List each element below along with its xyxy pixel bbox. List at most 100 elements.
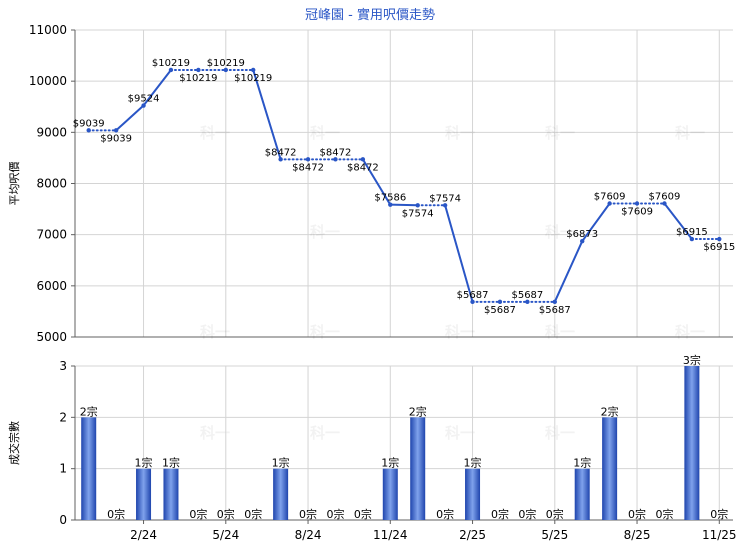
price-line-segment xyxy=(553,240,584,303)
watermark: 科一 xyxy=(200,424,230,442)
transaction-data-label: 2宗 xyxy=(409,404,427,418)
price-line-segment xyxy=(663,202,693,241)
price-point xyxy=(223,67,228,73)
price-ytick-label: 6000 xyxy=(36,279,67,293)
watermark: 科一 xyxy=(310,223,340,241)
price-data-label: $8472 xyxy=(292,162,324,173)
transaction-data-label: 1宗 xyxy=(381,456,399,470)
price-point xyxy=(278,157,283,162)
price-line-segment xyxy=(444,204,474,303)
watermark: 科一 xyxy=(545,124,575,142)
price-point xyxy=(497,299,503,305)
price-data-label: $8472 xyxy=(265,147,297,158)
transaction-bar xyxy=(136,468,152,520)
transaction-data-label: 3宗 xyxy=(683,353,701,367)
watermark: 科一 xyxy=(545,424,575,442)
watermark: 科一 xyxy=(445,424,475,442)
price-point xyxy=(689,236,695,242)
price-data-label: $7609 xyxy=(649,192,681,203)
price-point xyxy=(360,157,366,162)
transaction-bar xyxy=(382,468,398,520)
price-line-segment xyxy=(361,158,392,206)
bar-ytick-label: 0 xyxy=(59,513,67,527)
transaction-bar xyxy=(163,468,179,520)
bar-ytick-label: 1 xyxy=(59,462,67,476)
watermark: 科一 xyxy=(200,124,230,142)
watermark: 科一 xyxy=(445,124,475,142)
price-point xyxy=(86,128,91,133)
transaction-bar xyxy=(273,468,289,520)
bar-y-axis-label: 成交宗數 xyxy=(7,421,21,465)
price-data-label: $8472 xyxy=(320,147,352,158)
x-tick-label: 2/24 xyxy=(130,528,157,542)
price-point xyxy=(525,299,530,305)
price-y-axis-label: 平均呎價 xyxy=(7,162,21,206)
price-point xyxy=(196,67,201,73)
price-data-label: $10219 xyxy=(234,73,272,84)
price-point xyxy=(634,201,640,206)
price-data-label: $10219 xyxy=(152,58,190,69)
transaction-bar xyxy=(410,417,426,520)
price-line-segment xyxy=(389,203,419,207)
watermark: 科一 xyxy=(310,424,340,442)
bar-ytick-label: 3 xyxy=(59,359,67,373)
transaction-data-label: 0宗 xyxy=(518,507,536,521)
price-ytick-label: 10000 xyxy=(29,74,67,88)
price-data-label: $9039 xyxy=(100,133,132,144)
bar-ytick-label: 2 xyxy=(59,410,67,424)
transaction-data-label: 0宗 xyxy=(354,507,372,521)
transaction-data-label: 1宗 xyxy=(135,456,153,470)
transaction-bar xyxy=(684,366,700,520)
x-tick-label: 11/24 xyxy=(373,528,408,542)
price-data-label: $10219 xyxy=(179,73,217,84)
transaction-data-label: 0宗 xyxy=(436,507,454,521)
transaction-data-label: 0宗 xyxy=(189,507,207,521)
price-point xyxy=(141,103,146,108)
price-data-label: $7609 xyxy=(594,192,626,203)
transaction-data-label: 0宗 xyxy=(326,507,344,521)
chart-title: 冠峰園 - 實用呎價走勢 xyxy=(305,7,435,23)
price-point xyxy=(552,299,557,305)
price-data-label: $6915 xyxy=(676,227,708,238)
transaction-data-label: 0宗 xyxy=(107,507,125,521)
x-tick-label: 8/25 xyxy=(624,528,651,542)
price-data-label: $9039 xyxy=(73,118,105,129)
transaction-data-label: 0宗 xyxy=(299,507,317,521)
price-data-label: $7586 xyxy=(374,193,406,204)
price-point xyxy=(305,157,311,162)
x-tick-label: 5/25 xyxy=(541,528,568,542)
price-ytick-label: 8000 xyxy=(36,177,67,191)
transaction-bar xyxy=(602,417,618,520)
price-data-label: $9524 xyxy=(128,94,160,105)
price-point xyxy=(607,201,612,206)
transaction-data-label: 0宗 xyxy=(546,507,564,521)
price-data-label: $5687 xyxy=(539,305,571,316)
watermark: 科一 xyxy=(545,223,575,241)
price-ytick-label: 11000 xyxy=(29,23,67,37)
transaction-data-label: 0宗 xyxy=(244,507,262,521)
transaction-bar xyxy=(465,468,481,520)
transaction-data-label: 0宗 xyxy=(655,507,673,521)
x-tick-label: 8/24 xyxy=(295,528,322,542)
price-point xyxy=(388,202,393,207)
watermark: 科一 xyxy=(675,124,705,142)
transaction-bar xyxy=(81,417,97,520)
price-data-label: $8472 xyxy=(347,162,379,173)
price-data-label: $5687 xyxy=(484,305,516,316)
transaction-data-label: 2宗 xyxy=(80,404,98,418)
watermark: 科一 xyxy=(545,323,575,341)
transaction-data-label: 0宗 xyxy=(217,507,235,521)
transaction-data-label: 1宗 xyxy=(464,456,482,470)
x-tick-label: 2/25 xyxy=(459,528,486,542)
watermark: 科一 xyxy=(445,323,475,341)
price-line-segment xyxy=(252,68,282,161)
watermark: 科一 xyxy=(200,323,230,341)
transaction-data-label: 0宗 xyxy=(491,507,509,521)
watermark: 科一 xyxy=(310,124,340,142)
price-data-label: $6915 xyxy=(703,242,735,253)
x-tick-label: 5/24 xyxy=(212,528,239,542)
price-point xyxy=(168,67,174,73)
price-point xyxy=(333,157,338,162)
